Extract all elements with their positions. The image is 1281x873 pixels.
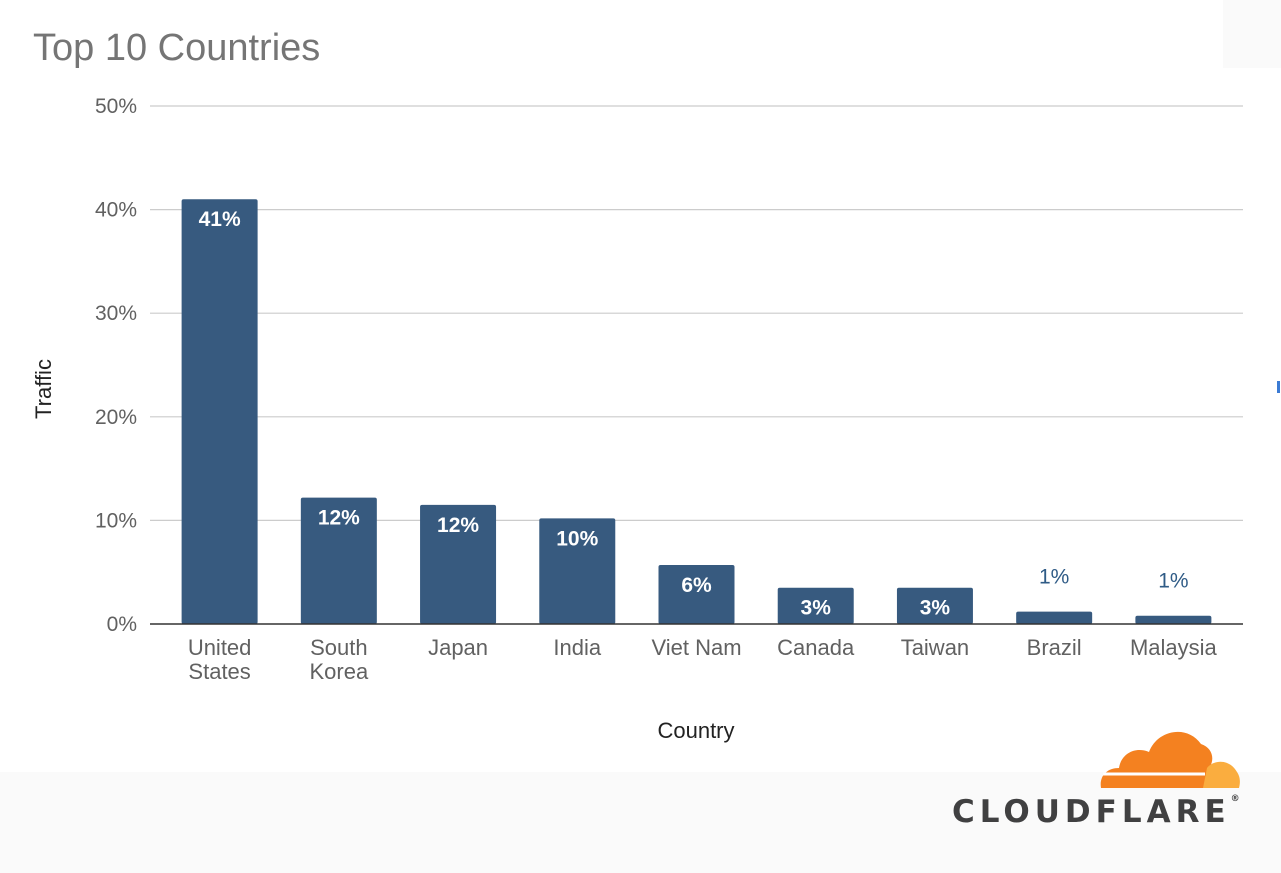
y-tick-label: 50%	[95, 95, 137, 118]
cloudflare-wordmark: CLOUDFLARE®	[952, 794, 1240, 830]
x-tick-label: Korea	[309, 659, 368, 684]
scroll-indicator	[1277, 381, 1280, 393]
data-label: 3%	[920, 597, 951, 620]
y-axis-ticks: 0% 10% 20% 30% 40% 50%	[95, 95, 137, 636]
bar	[896, 587, 973, 624]
data-label: 6%	[681, 574, 712, 597]
bar	[777, 587, 854, 624]
x-tick-label: Taiwan	[901, 635, 969, 660]
bar	[181, 199, 258, 625]
data-label: 1%	[1158, 570, 1188, 593]
bar	[658, 564, 735, 624]
y-tick-label: 10%	[95, 509, 137, 532]
bar	[1135, 615, 1212, 624]
x-tick-label: India	[553, 635, 601, 660]
corner-panel	[1223, 0, 1281, 68]
data-label: 3%	[801, 597, 832, 620]
gridlines	[150, 105, 1243, 522]
bar	[300, 497, 377, 624]
cloudflare-logo-icon	[1100, 731, 1240, 788]
x-tick-label: States	[188, 659, 250, 684]
brand-name: CLOUDFLARE	[952, 794, 1231, 830]
data-labels: 41% 12% 12% 10% 6% 3% 3% 1% 1%	[199, 208, 1189, 620]
x-tick-label: South	[310, 635, 368, 660]
data-label: 1%	[1039, 566, 1069, 589]
y-tick-label: 40%	[95, 199, 137, 222]
bar	[420, 504, 497, 624]
y-tick-label: 0%	[107, 613, 137, 636]
x-tick-label: Canada	[777, 635, 855, 660]
data-label: 12%	[318, 507, 360, 530]
x-tick-label: Viet Nam	[651, 635, 741, 660]
data-label: 12%	[437, 514, 479, 537]
x-tick-label: United	[188, 635, 252, 660]
x-tick-label: Japan	[428, 635, 488, 660]
data-label: 41%	[199, 208, 241, 231]
bar	[539, 518, 616, 624]
y-axis-title: Traffic	[31, 359, 56, 419]
data-label: 10%	[556, 527, 598, 550]
bar	[1016, 611, 1093, 624]
y-tick-label: 20%	[95, 406, 137, 429]
x-tick-label: Malaysia	[1130, 635, 1218, 660]
x-tick-label: Brazil	[1027, 635, 1082, 660]
x-axis-title: Country	[657, 718, 734, 743]
chart-title: Top 10 Countries	[33, 27, 320, 69]
bars	[181, 199, 1212, 625]
y-tick-label: 30%	[95, 302, 137, 325]
registered-mark: ®	[1230, 794, 1240, 804]
footer-band	[0, 772, 1281, 873]
